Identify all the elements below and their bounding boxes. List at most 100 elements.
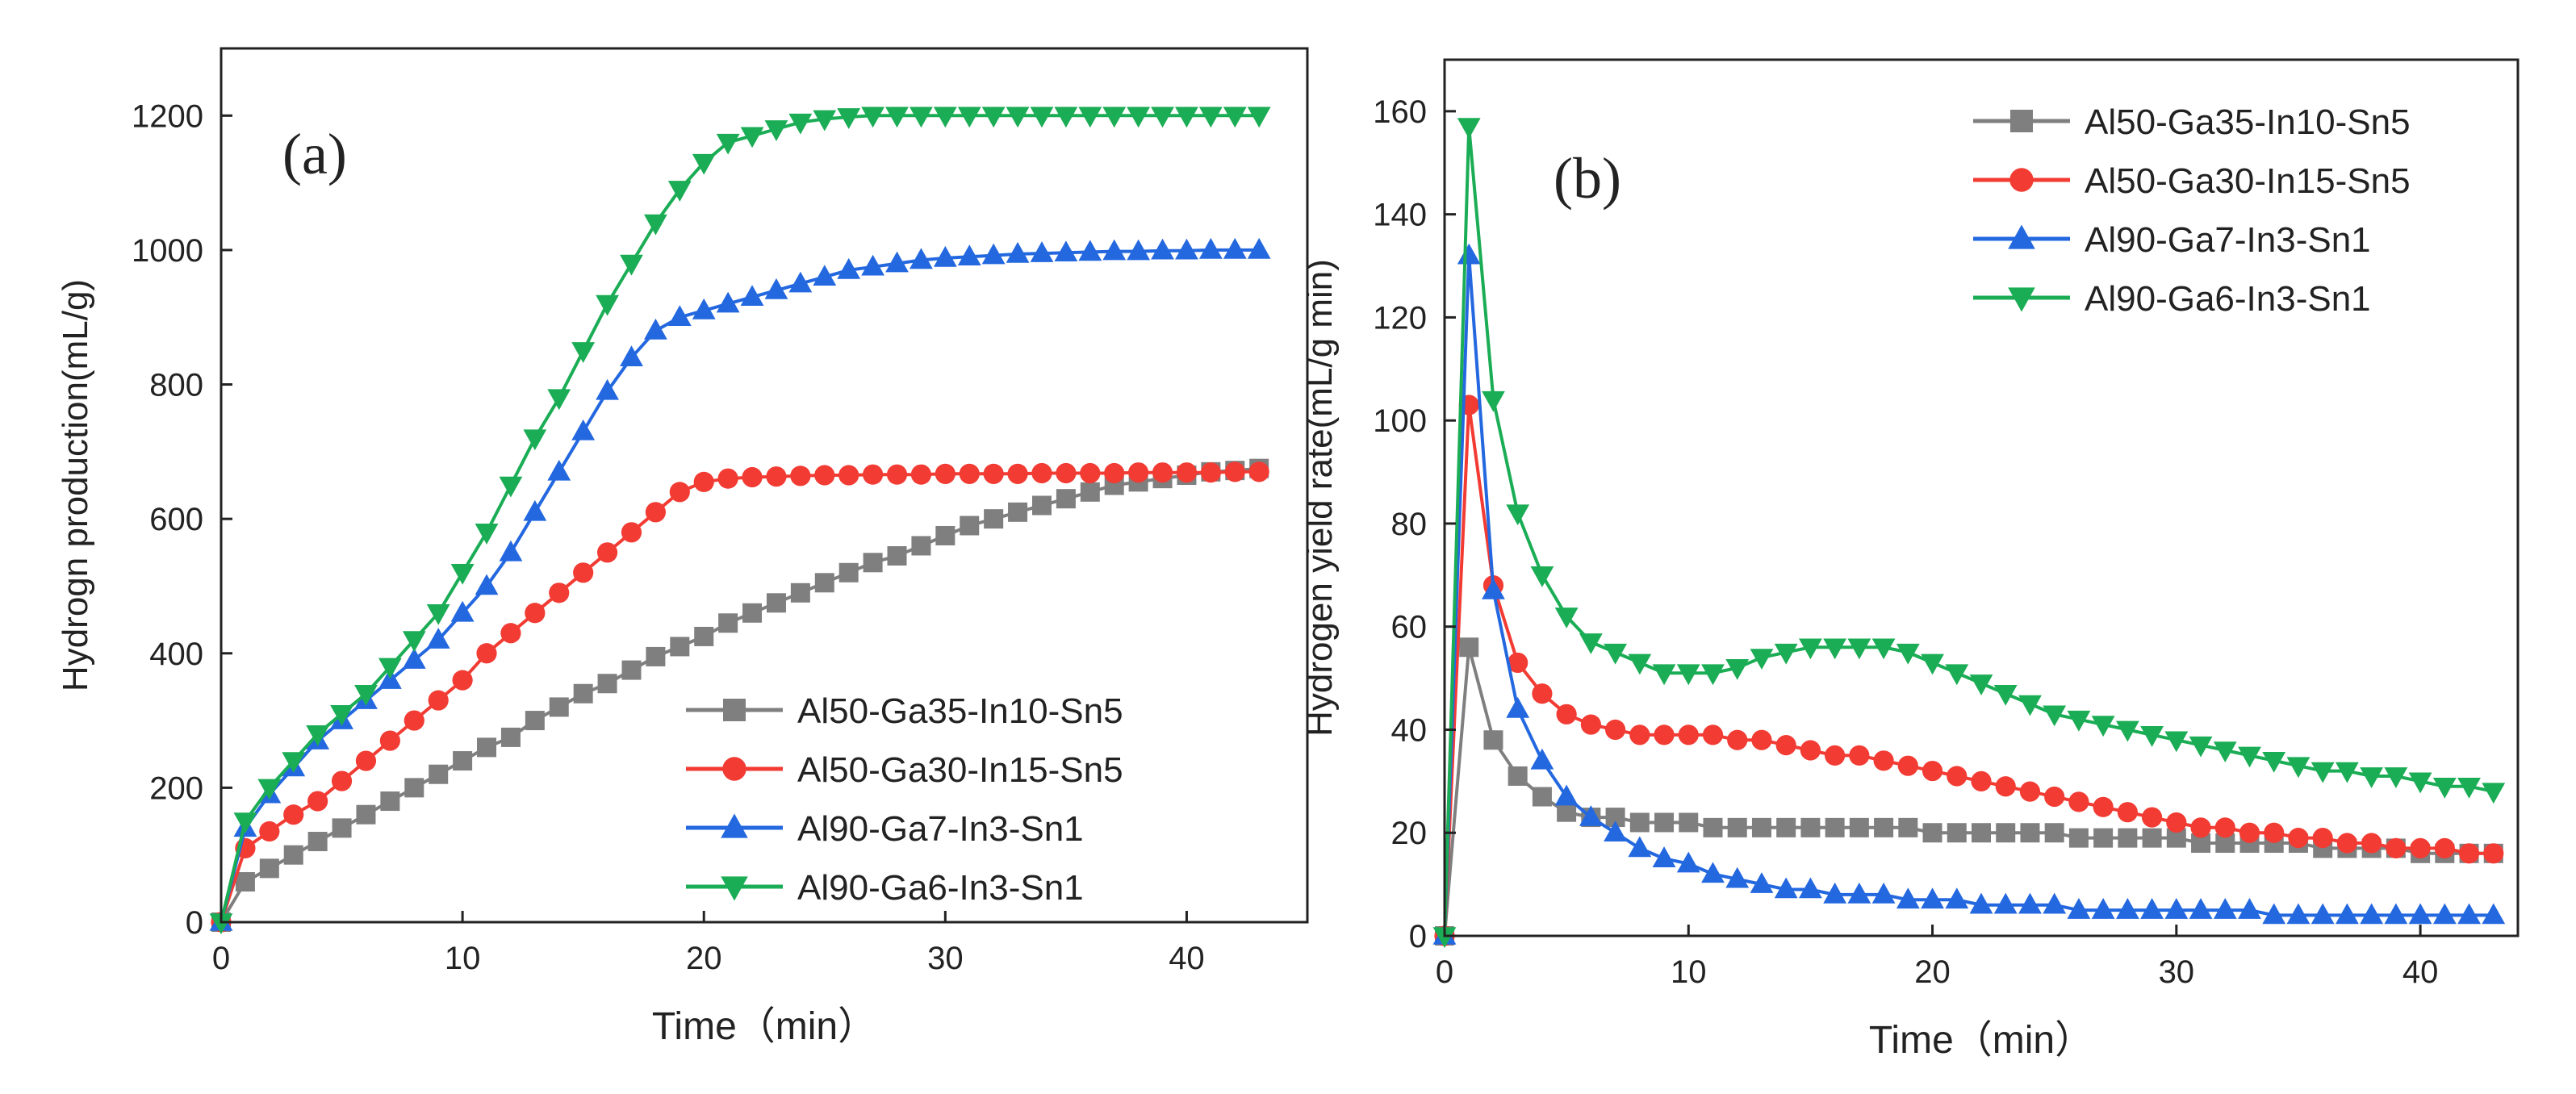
panel-a-data-point bbox=[499, 476, 523, 498]
panel-a-data-point bbox=[957, 106, 981, 128]
panel-b-data-point bbox=[1628, 653, 1652, 675]
panel-a-data-point bbox=[1151, 238, 1174, 260]
panel-a-data-point bbox=[838, 562, 859, 582]
panel-a-data-point bbox=[742, 466, 763, 488]
panel-a-data-point bbox=[306, 724, 330, 746]
panel-b-data-point bbox=[1506, 504, 1530, 526]
panel-a-legend-marker bbox=[723, 699, 746, 721]
panel-b-series bbox=[1432, 118, 2506, 948]
panel-a-data-point bbox=[910, 106, 933, 128]
panel-a-data-point bbox=[1006, 241, 1030, 263]
panel-b-data-point bbox=[2238, 898, 2261, 919]
panel-a-data-point bbox=[766, 593, 786, 613]
panel-b-data-point bbox=[2336, 762, 2359, 783]
panel-b-data-point bbox=[1530, 748, 1554, 770]
panel-b-x-axis-title: Time（min） bbox=[1869, 1019, 2093, 1062]
panel-b-data-point bbox=[1727, 729, 1748, 750]
panel-a-data-point bbox=[233, 812, 257, 834]
panel-a-data-point bbox=[981, 106, 1006, 128]
panel-a-data-point bbox=[596, 542, 618, 563]
panel-b-data-point bbox=[2457, 777, 2481, 799]
panel-a-data-point bbox=[597, 674, 617, 694]
panel-b-data-point bbox=[1604, 820, 1627, 842]
panel-b-data-point bbox=[2068, 791, 2089, 812]
panel-b-data-point bbox=[1457, 118, 1481, 140]
panel-b-data-point bbox=[1629, 812, 1650, 833]
panel-a-data-point bbox=[523, 499, 547, 521]
panel-b-y-tick-label: 0 bbox=[1409, 919, 1427, 954]
panel-b-data-point bbox=[1506, 696, 1530, 718]
panel-a-data-point bbox=[1175, 106, 1198, 128]
panel-a-data-point bbox=[307, 791, 328, 812]
panel-a-data-point bbox=[283, 845, 303, 865]
panel-b-data-point bbox=[2189, 736, 2213, 758]
panel-b-data-point bbox=[1847, 638, 1871, 660]
panel-b-data-point bbox=[1556, 704, 1577, 724]
panel-a-x-tick-label: 20 bbox=[686, 941, 722, 976]
panel-b-data-point bbox=[1774, 643, 1798, 665]
chart-panel-b: 0 10 20 30 40 0 20 40 60 80 100 120 140 160 (b) Time（… bbox=[1300, 58, 2520, 1062]
panel-b-data-point bbox=[1703, 817, 1723, 837]
panel-b-legend-label: Al50-Ga35-In10-Sn5 bbox=[2085, 102, 2411, 142]
panel-a-data-point bbox=[716, 291, 740, 313]
panel-a-data-point bbox=[379, 730, 400, 751]
panel-a-data-point bbox=[1128, 462, 1149, 483]
panel-b-data-point bbox=[1969, 674, 1993, 695]
panel-a-data-point bbox=[692, 153, 716, 175]
panel-b-data-point bbox=[2458, 843, 2480, 864]
panel-a-x-tick-label: 10 bbox=[445, 941, 481, 976]
panel-a-data-point bbox=[1031, 462, 1052, 484]
panel-b-data-point bbox=[2093, 828, 2114, 848]
panel-b-data-point bbox=[1799, 877, 1822, 899]
panel-a-data-point bbox=[402, 631, 426, 653]
panel-a-data-point bbox=[283, 804, 304, 825]
panel-a-data-point bbox=[428, 690, 449, 711]
panel-b-legend-label: Al90-Ga7-In3-Sn1 bbox=[2085, 220, 2371, 260]
panel-a-data-point bbox=[788, 271, 813, 293]
panel-b-data-point bbox=[2117, 802, 2138, 823]
panel-a-data-point bbox=[837, 108, 861, 129]
panel-a-data-point bbox=[1198, 106, 1223, 128]
panel-a-data-point bbox=[790, 466, 811, 486]
panel-a-data-point bbox=[307, 832, 328, 852]
panel-a-y-tick-label: 1000 bbox=[132, 233, 203, 269]
panel-a-data-point bbox=[718, 613, 738, 633]
panel-a-data-point bbox=[355, 750, 377, 771]
panel-b-data-point bbox=[1971, 770, 1992, 791]
panel-a-data-point bbox=[426, 603, 450, 625]
panel-b-data-point bbox=[1579, 633, 1603, 654]
panel-a-data-point bbox=[621, 660, 642, 680]
panel-a-data-point bbox=[910, 248, 933, 269]
panel-a-legend-label: Al50-Ga30-In15-Sn5 bbox=[797, 750, 1123, 790]
panel-a-data-point bbox=[1200, 462, 1221, 483]
panel-b-data-point bbox=[1751, 729, 1772, 750]
panel-b-data-point bbox=[2164, 898, 2189, 919]
panel-a-data-point bbox=[669, 482, 690, 503]
panel-a-data-point bbox=[788, 113, 813, 135]
panel-b-data-point bbox=[1457, 243, 1481, 265]
panel-b-data-point bbox=[1921, 887, 1944, 909]
panel-b-data-point bbox=[1774, 877, 1798, 899]
panel-b-data-point bbox=[1629, 724, 1650, 745]
panel-b-data-point bbox=[2360, 767, 2384, 788]
panel-b-ticks: 0 10 20 30 40 0 20 40 60 80 100 120 140 160 bbox=[1373, 94, 2438, 990]
panel-b-data-point bbox=[1847, 882, 1871, 904]
panel-b-data-point bbox=[1922, 760, 1943, 782]
panel-b-legend-marker bbox=[2008, 287, 2035, 312]
panel-b-data-point bbox=[2384, 903, 2408, 925]
panel-a-data-point bbox=[573, 562, 594, 583]
panel-a-data-point bbox=[983, 463, 1004, 484]
panel-a-data-point bbox=[885, 251, 909, 273]
panel-b-data-point bbox=[1554, 608, 1579, 628]
panel-b-data-point bbox=[2360, 903, 2384, 925]
panel-b-data-point bbox=[1605, 808, 1625, 828]
panel-a-data-point bbox=[1078, 240, 1102, 261]
panel-b-data-point bbox=[1849, 817, 1869, 837]
panel-a-data-point bbox=[1224, 461, 1245, 482]
panel-a-data-point bbox=[380, 791, 400, 812]
panel-a-data-point bbox=[1223, 237, 1247, 259]
panel-a-data-point bbox=[764, 278, 788, 299]
panel-b-data-point bbox=[1482, 578, 1505, 599]
panel-b-legend-marker bbox=[2008, 224, 2035, 249]
panel-a-data-point bbox=[670, 637, 690, 657]
